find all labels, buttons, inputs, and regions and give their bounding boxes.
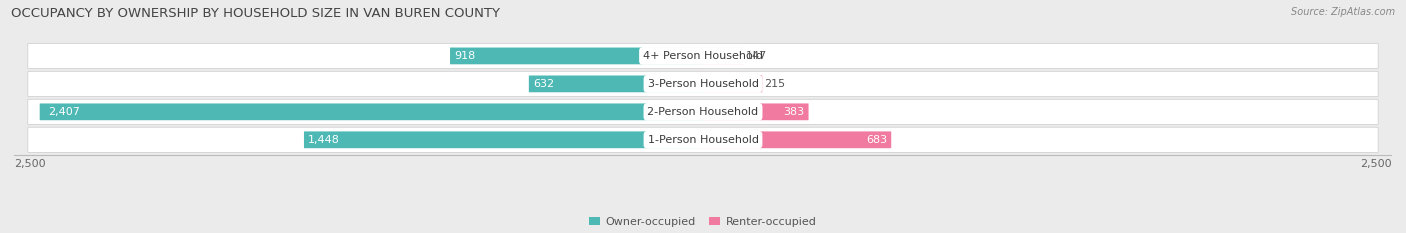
Text: 918: 918	[454, 51, 475, 61]
Text: Source: ZipAtlas.com: Source: ZipAtlas.com	[1291, 7, 1395, 17]
Text: 2,407: 2,407	[48, 107, 80, 117]
FancyBboxPatch shape	[304, 131, 703, 148]
FancyBboxPatch shape	[28, 71, 1378, 96]
Text: 2-Person Household: 2-Person Household	[647, 107, 759, 117]
Text: OCCUPANCY BY OWNERSHIP BY HOUSEHOLD SIZE IN VAN BUREN COUNTY: OCCUPANCY BY OWNERSHIP BY HOUSEHOLD SIZE…	[11, 7, 501, 20]
Text: 4+ Person Household: 4+ Person Household	[643, 51, 763, 61]
Legend: Owner-occupied, Renter-occupied: Owner-occupied, Renter-occupied	[585, 212, 821, 231]
Text: 683: 683	[866, 135, 887, 145]
Text: 383: 383	[783, 107, 804, 117]
Text: 2,500: 2,500	[14, 159, 45, 168]
FancyBboxPatch shape	[703, 131, 891, 148]
FancyBboxPatch shape	[703, 103, 808, 120]
Text: 632: 632	[533, 79, 554, 89]
Text: 3-Person Household: 3-Person Household	[648, 79, 758, 89]
Text: 1-Person Household: 1-Person Household	[648, 135, 758, 145]
FancyBboxPatch shape	[28, 127, 1378, 152]
FancyBboxPatch shape	[703, 48, 744, 64]
Text: 1,448: 1,448	[308, 135, 340, 145]
FancyBboxPatch shape	[529, 75, 703, 92]
FancyBboxPatch shape	[39, 103, 703, 120]
Text: 147: 147	[745, 51, 766, 61]
FancyBboxPatch shape	[703, 75, 762, 92]
Text: 215: 215	[765, 79, 786, 89]
FancyBboxPatch shape	[28, 43, 1378, 69]
Text: 2,500: 2,500	[1361, 159, 1392, 168]
FancyBboxPatch shape	[450, 48, 703, 64]
FancyBboxPatch shape	[28, 99, 1378, 124]
